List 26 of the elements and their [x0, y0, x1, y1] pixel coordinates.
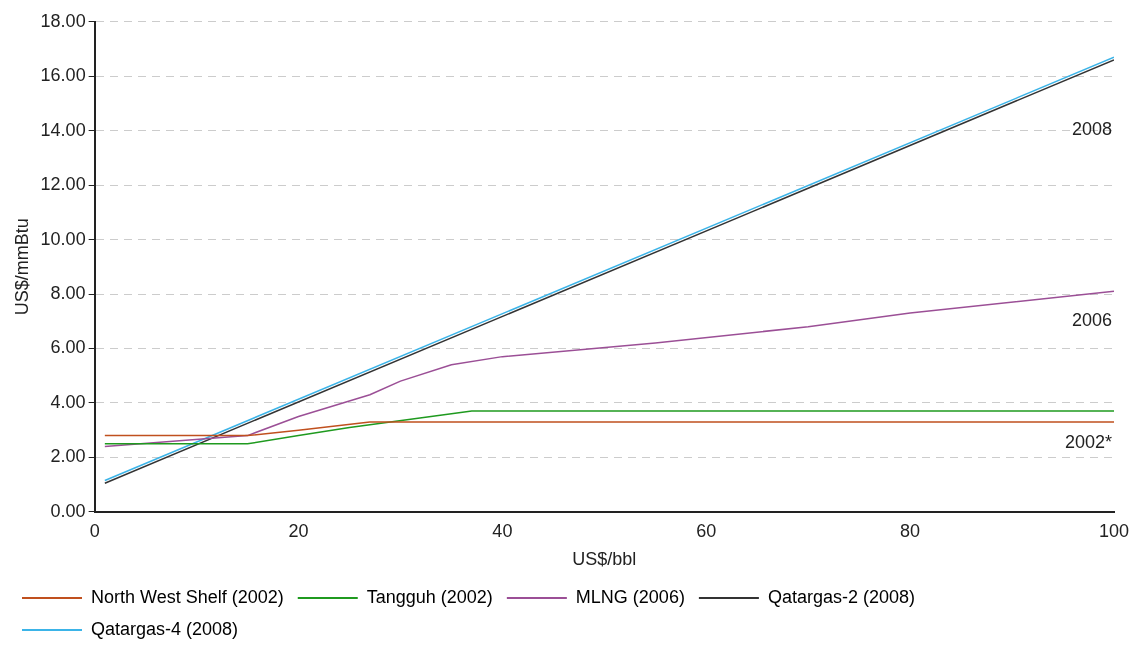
- y-tick-label: 12.00: [40, 174, 86, 195]
- x-tick-label: 100: [1098, 520, 1130, 541]
- y-tick-label: 2.00: [50, 446, 86, 467]
- y-tick-label: 18.00: [40, 10, 86, 31]
- y-tick-label: 8.00: [50, 282, 86, 303]
- legend-label: MLNG (2006): [575, 586, 685, 607]
- x-tick-label: 80: [900, 520, 921, 541]
- y-tick-label: 14.00: [40, 119, 86, 140]
- x-tick-label: 60: [696, 520, 717, 541]
- x-tick-label: 40: [492, 520, 513, 541]
- y-axis-title: US$/mmBtu: [11, 218, 32, 316]
- y-tick-label: 6.00: [50, 337, 86, 358]
- legend-label: Qatargas-2 (2008): [767, 586, 915, 607]
- legend-label: North West Shelf (2002): [91, 586, 284, 607]
- y-tick-label: 16.00: [40, 65, 86, 86]
- y-tick-label: 4.00: [50, 391, 86, 412]
- annotation: 2002*: [1064, 432, 1112, 453]
- legend-label: Tangguh (2002): [366, 586, 493, 607]
- annotation: 2006: [1071, 309, 1112, 330]
- annotation: 2008: [1071, 118, 1112, 139]
- legend-label: Qatargas-4 (2008): [91, 618, 239, 639]
- x-tick-label: 0: [89, 520, 100, 541]
- y-tick-label: 10.00: [40, 228, 86, 249]
- y-tick-label: 0.00: [50, 500, 86, 521]
- x-axis-title: US$/bbl: [572, 549, 637, 570]
- x-tick-label: 20: [288, 520, 309, 541]
